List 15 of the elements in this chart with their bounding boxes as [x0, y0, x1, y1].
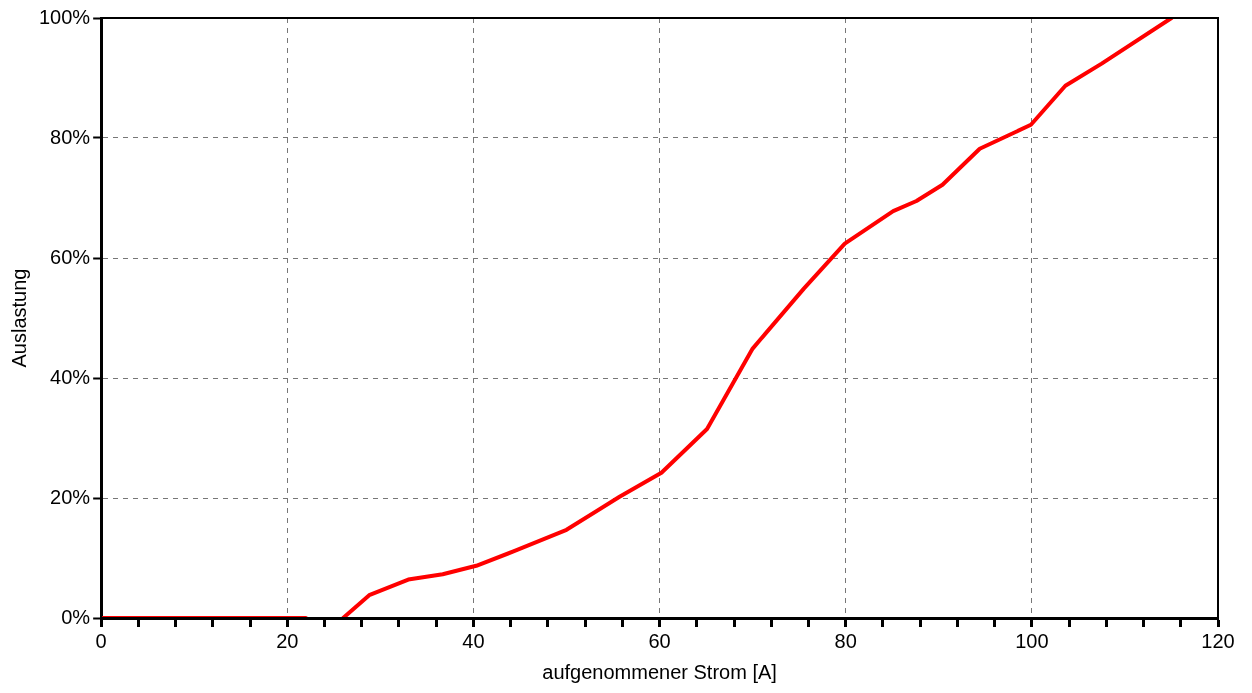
- x-tick-label: 60: [648, 629, 671, 652]
- y-tick-label: 100%: [39, 5, 91, 28]
- x-tick-label: 0: [95, 629, 107, 652]
- x-axis-title: aufgenommener Strom [A]: [542, 660, 777, 683]
- x-tick-label: 80: [834, 629, 857, 652]
- x-tick-label: 120: [1201, 629, 1235, 652]
- x-tick-label: 20: [276, 629, 299, 652]
- y-tick-label: 80%: [50, 125, 91, 148]
- x-tick-label: 100: [1015, 629, 1049, 652]
- y-tick-label: 60%: [50, 245, 91, 268]
- x-tick-label: 40: [462, 629, 485, 652]
- y-tick-label: 40%: [50, 365, 91, 388]
- y-axis-title: Auslastung: [7, 268, 30, 368]
- y-tick-label: 20%: [50, 485, 91, 508]
- y-tick-label: 0%: [61, 605, 91, 628]
